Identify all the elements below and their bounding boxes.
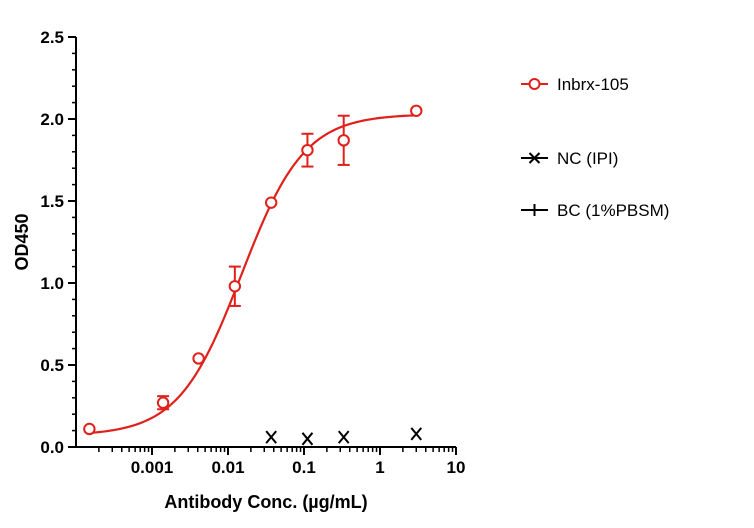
data-point: [410, 104, 423, 118]
legend-item: Inbrx-105: [521, 75, 629, 94]
y-tick-label: 0.0: [40, 438, 64, 457]
legend-item: NC (IPI): [521, 149, 618, 168]
x-tick-label: 0.01: [211, 458, 244, 477]
x-tick-label: 0.1: [292, 458, 316, 477]
x-axis-title: Antibody Conc. (µg/mL): [164, 492, 367, 512]
data-point: [264, 196, 278, 209]
data-point: [265, 430, 277, 444]
data-point: [156, 396, 170, 409]
data-point: [192, 352, 205, 365]
axes-layer: 0.0 0.5 1.0 1.5 2.0 2.5 0.001 0.01 0.1 1 10: [40, 28, 465, 477]
y-tick-label: 2.5: [40, 28, 64, 47]
y-tick-label: 2.0: [40, 110, 64, 129]
x-tick-label: 10: [447, 458, 466, 477]
fit-curve-layer: [89, 114, 417, 435]
y-tick-label: 1.5: [40, 192, 64, 211]
y-tick-label: 0.5: [40, 356, 64, 375]
data-point: [301, 143, 314, 157]
data-point: [410, 427, 423, 441]
legend-marker: [528, 152, 541, 164]
x-tick-label: 0.001: [131, 458, 174, 477]
data-points-layer: [83, 104, 423, 446]
y-tick-label: 1.0: [40, 274, 64, 293]
legend-label: BC (1%PBSM): [557, 201, 669, 220]
legend-label: Inbrx-105: [557, 75, 629, 94]
data-point: [301, 432, 314, 446]
legend-item: BC (1%PBSM): [521, 201, 669, 220]
fit-curve-0: [89, 114, 417, 435]
data-point: [83, 422, 96, 436]
legend-label: NC (IPI): [557, 149, 618, 168]
data-point: [337, 134, 350, 147]
data-point: [337, 430, 350, 444]
y-axis-title: OD450: [12, 213, 32, 270]
x-tick-label: 1: [375, 458, 384, 477]
data-point: [228, 280, 242, 293]
legend: Inbrx-105 NC (IPI) BC (1%PBSM): [521, 75, 669, 220]
legend-marker: [528, 78, 541, 90]
